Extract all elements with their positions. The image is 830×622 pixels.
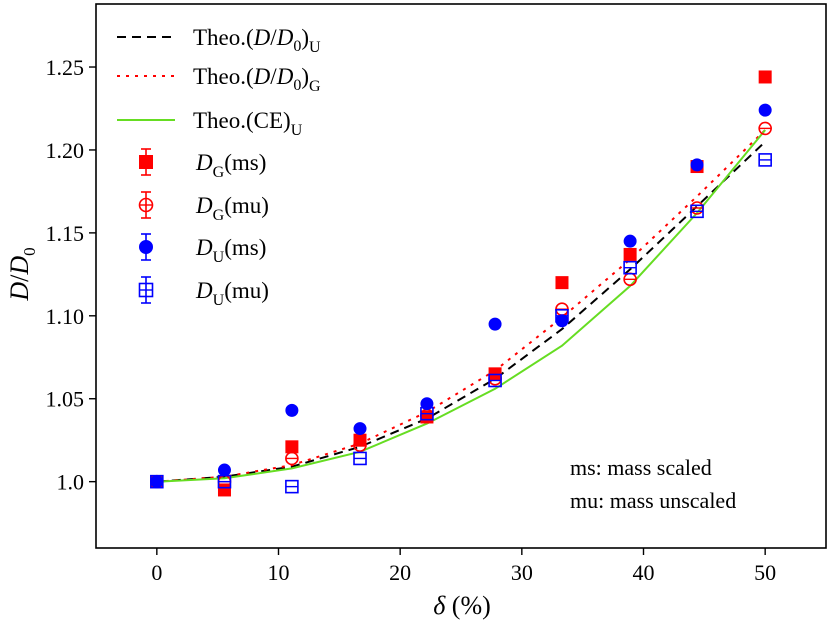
legend-label-6: DU(ms) [195, 235, 266, 266]
series-line-2 [156, 129, 766, 483]
x-tick-label: 10 [268, 560, 290, 585]
series-line-1 [156, 140, 766, 483]
legend-marker-4 [139, 155, 153, 169]
annotation-ms: ms: mass scaled [570, 455, 712, 480]
legend: Theo.(D/D0)U Theo.(D/D0)G Theo.(CE)U DG(ms)… [117, 25, 321, 309]
data-point-series-3 [353, 422, 367, 436]
y-tick-label: 1.05 [46, 387, 85, 412]
legend-label-5: DG(mu) [195, 193, 269, 224]
data-point-series-3 [420, 397, 434, 411]
series-markers [150, 70, 772, 497]
y-tick-label: 1.10 [46, 304, 85, 329]
data-point-series-3 [690, 158, 704, 172]
x-tick-label: 50 [754, 560, 776, 585]
data-point-series-1 [555, 276, 569, 290]
x-tick-label: 0 [151, 560, 162, 585]
y-tick-label: 1.15 [46, 221, 85, 246]
data-point-series-3 [758, 103, 772, 117]
y-tick-label: 1.20 [46, 138, 85, 163]
x-axis-title: δ (%) [433, 591, 491, 620]
legend-label-2: Theo.(D/D0)G [193, 64, 321, 95]
legend-label-3: Theo.(CE)U [193, 108, 303, 139]
data-point-series-3 [285, 403, 299, 417]
data-point-series-1 [623, 247, 637, 261]
x-axis: 0 10 20 30 40 50 [151, 548, 776, 585]
series-lines [156, 129, 766, 483]
series-line-3 [156, 129, 766, 483]
x-tick-label: 30 [511, 560, 533, 585]
data-point-series-3 [488, 317, 502, 331]
legend-label-1: Theo.(D/D0)U [193, 25, 321, 56]
data-point-series-3 [623, 234, 637, 248]
plot-area [95, 3, 827, 549]
y-axis: 1.0 1.05 1.10 1.15 1.20 1.25 [46, 55, 96, 495]
legend-label-7: DU(mu) [195, 278, 269, 309]
data-point-series-3 [555, 314, 569, 328]
x-tick-label: 40 [633, 560, 655, 585]
annotation-mu: mu: mass unscaled [570, 488, 736, 513]
y-tick-label: 1.25 [46, 55, 85, 80]
data-point-series-1 [758, 70, 772, 84]
y-axis-title: D/D0 [5, 247, 39, 301]
data-point-series-1 [285, 440, 299, 454]
y-tick-label: 1.0 [57, 470, 85, 495]
data-point-series-3 [217, 463, 231, 477]
plot-frame [95, 3, 827, 549]
x-tick-label: 20 [389, 560, 411, 585]
legend-label-4: DG(ms) [195, 150, 266, 181]
legend-marker-6 [139, 240, 153, 254]
